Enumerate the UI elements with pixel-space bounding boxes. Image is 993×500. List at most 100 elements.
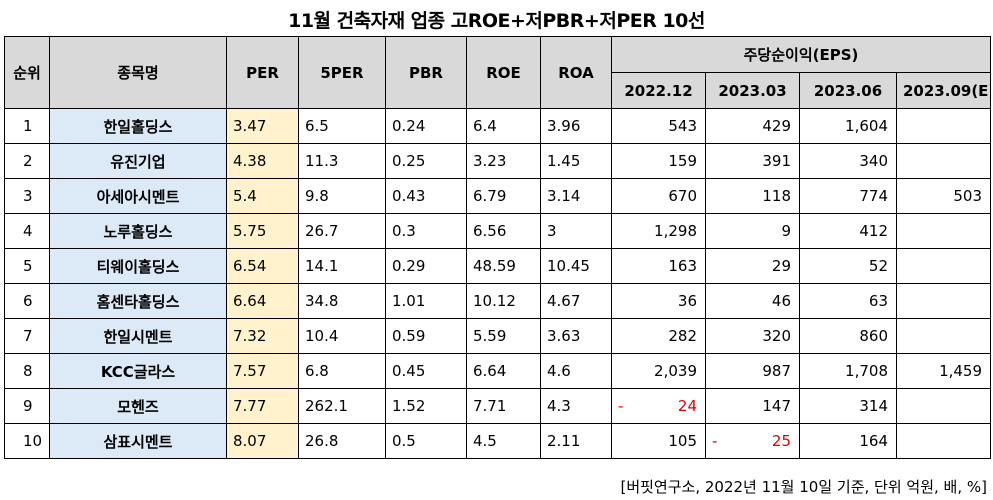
cell-rank: 8	[4, 353, 50, 389]
cell-per: 7.77	[226, 388, 299, 424]
cell-roe: 5.59	[466, 318, 541, 354]
cell-eps: 670	[611, 178, 706, 214]
cell-per: 5.75	[226, 213, 299, 249]
cell-per5: 26.7	[298, 213, 386, 249]
cell-eps	[895, 283, 992, 319]
header-rank: 순위	[4, 36, 50, 109]
cell-eps	[895, 423, 992, 459]
header-roa: ROA	[540, 36, 612, 109]
cell-name: 모헨즈	[49, 388, 227, 424]
cell-eps: 503	[895, 178, 992, 214]
table-row: 2 유진기업 4.38 11.3 0.25 3.23 1.45 159 391 340	[4, 143, 992, 179]
cell-eps: 63	[799, 283, 897, 319]
cell-per: 4.38	[226, 143, 299, 179]
cell-per5: 14.1	[298, 248, 386, 284]
cell-per5: 34.8	[298, 283, 386, 319]
cell-eps: 1,459	[895, 353, 992, 389]
cell-eps: 147	[705, 388, 800, 424]
cell-per5: 262.1	[298, 388, 386, 424]
cell-rank: 1	[4, 108, 50, 144]
cell-per: 8.07	[226, 423, 299, 459]
cell-rank: 5	[4, 248, 50, 284]
table-row: 9 모헨즈 7.77 262.1 1.52 7.71 4.3- 24 147 314	[4, 388, 992, 424]
screening-table: 순위 종목명 PER 5PER PBR ROE ROA 주당순이익(EPS) 2…	[4, 36, 992, 459]
cell-roa: 4.3	[540, 388, 612, 424]
cell-per5: 26.8	[298, 423, 386, 459]
cell-per: 5.4	[226, 178, 299, 214]
negative-sign: -	[712, 432, 718, 450]
cell-roa: 3.63	[540, 318, 612, 354]
cell-roa: 3.14	[540, 178, 612, 214]
cell-per5: 9.8	[298, 178, 386, 214]
cell-roa: 4.67	[540, 283, 612, 319]
cell-roa: 2.11	[540, 423, 612, 459]
cell-pbr: 0.29	[385, 248, 467, 284]
cell-roa: 4.6	[540, 353, 612, 389]
cell-eps: 340	[799, 143, 897, 179]
header-eps-period: 2022.12	[611, 72, 706, 109]
cell-eps: 118	[705, 178, 800, 214]
cell-pbr: 0.3	[385, 213, 467, 249]
table-row: 1 한일홀딩스 3.47 6.5 0.24 6.4 3.96 543 429 1,604	[4, 108, 992, 144]
cell-pbr: 1.52	[385, 388, 467, 424]
cell-per: 3.47	[226, 108, 299, 144]
cell-rank: 2	[4, 143, 50, 179]
cell-eps: 282	[611, 318, 706, 354]
cell-name: 티웨이홀딩스	[49, 248, 227, 284]
cell-rank: 10	[4, 423, 50, 459]
header-name: 종목명	[49, 36, 227, 109]
cell-name: 노루홀딩스	[49, 213, 227, 249]
table-row: 10 삼표시멘트 8.07 26.8 0.5 4.5 2.11 105- 25 164	[4, 423, 992, 459]
cell-roe: 4.5	[466, 423, 541, 459]
cell-eps: - 25	[705, 423, 800, 459]
cell-pbr: 0.45	[385, 353, 467, 389]
cell-roa: 10.45	[540, 248, 612, 284]
cell-name: 유진기업	[49, 143, 227, 179]
cell-rank: 6	[4, 283, 50, 319]
cell-eps: 46	[705, 283, 800, 319]
cell-eps: 314	[799, 388, 897, 424]
cell-pbr: 0.59	[385, 318, 467, 354]
cell-name: 홈센타홀딩스	[49, 283, 227, 319]
cell-eps: 429	[705, 108, 800, 144]
cell-name: 한일시멘트	[49, 318, 227, 354]
cell-eps: 320	[705, 318, 800, 354]
cell-eps	[895, 143, 992, 179]
cell-name: KCC글라스	[49, 353, 227, 389]
header-per: PER	[226, 36, 299, 109]
header-5per: 5PER	[298, 36, 386, 109]
cell-per5: 6.8	[298, 353, 386, 389]
cell-eps: 391	[705, 143, 800, 179]
cell-per: 7.57	[226, 353, 299, 389]
cell-roe: 3.23	[466, 143, 541, 179]
cell-pbr: 1.01	[385, 283, 467, 319]
cell-eps: 159	[611, 143, 706, 179]
cell-roe: 7.71	[466, 388, 541, 424]
cell-roe: 6.56	[466, 213, 541, 249]
cell-eps	[895, 213, 992, 249]
cell-eps: 2,039	[611, 353, 706, 389]
cell-roa: 1.45	[540, 143, 612, 179]
cell-eps: 163	[611, 248, 706, 284]
table-title: 11월 건축자재 업종 고ROE+저PBR+저PER 10선	[288, 10, 705, 32]
header-eps-period: 2023.06	[799, 72, 897, 109]
cell-eps: 1,604	[799, 108, 897, 144]
cell-name: 아세아시멘트	[49, 178, 227, 214]
cell-per: 7.32	[226, 318, 299, 354]
header-eps-group: 주당순이익(EPS)	[610, 36, 992, 73]
cell-eps: - 24	[611, 388, 706, 424]
cell-name: 삼표시멘트	[49, 423, 227, 459]
cell-eps: 412	[799, 213, 897, 249]
cell-eps	[895, 388, 992, 424]
eps-value: 25	[771, 432, 791, 450]
cell-eps: 105	[611, 423, 706, 459]
cell-roa: 3.96	[540, 108, 612, 144]
cell-per5: 11.3	[298, 143, 386, 179]
eps-value: 24	[677, 397, 697, 415]
cell-eps: 860	[799, 318, 897, 354]
cell-eps: 1,298	[611, 213, 706, 249]
cell-roe: 6.79	[466, 178, 541, 214]
table-row: 7 한일시멘트 7.32 10.4 0.59 5.59 3.63 282 320 860	[4, 318, 992, 354]
table-row: 3 아세아시멘트 5.4 9.8 0.43 6.79 3.14 670 118 774 503	[4, 178, 992, 214]
header-roe: ROE	[466, 36, 541, 109]
